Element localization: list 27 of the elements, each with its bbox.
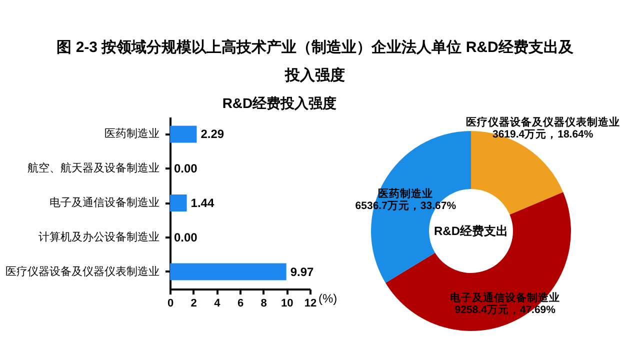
bar (170, 126, 197, 143)
x-tick-label: 8 (260, 298, 267, 310)
data-label: 9.97 (290, 264, 314, 279)
x-axis-title: (%) (318, 292, 338, 306)
chart-title: 图 2-3 按领域分规模以上高技术产业（制造业）企业法人单位 R&D经费支出及投入强度 (56, 38, 574, 86)
x-tick-label: 2 (190, 298, 197, 310)
x-tick-label: 12 (304, 298, 317, 310)
text: R&D经费支出 (434, 224, 508, 238)
y-tick-label: 医药制造业 (104, 127, 160, 140)
y-tick-label: 计算机及办公设备制造业 (38, 230, 160, 244)
data-label: 2.29 (200, 127, 224, 142)
bar (170, 194, 187, 212)
chart-subtitle: R&D经费投入强度 (222, 95, 337, 111)
x-tick-label: 10 (281, 298, 294, 310)
slice-label: 医疗仪器设备及仪器仪表制造业 (466, 116, 620, 129)
x-tick-label: 4 (214, 298, 222, 310)
bar (170, 263, 286, 280)
x-tick-label: 6 (237, 298, 244, 310)
y-tick-label: 医疗仪器设备及仪器仪表制造业 (6, 264, 160, 278)
data-label: 1.44 (190, 196, 214, 210)
data-label: 0.00 (174, 162, 198, 176)
y-tick-label: 航空、航天器及设备制造业 (28, 162, 160, 175)
data-label: 3619.4万元，18.64% (492, 128, 594, 141)
x-tick-label: 0 (167, 298, 174, 310)
slice-label: 医药制造业 (378, 187, 434, 200)
y-tick-label: 电子及通信设备制造业 (50, 196, 160, 209)
data-label: 0.00 (174, 230, 198, 244)
